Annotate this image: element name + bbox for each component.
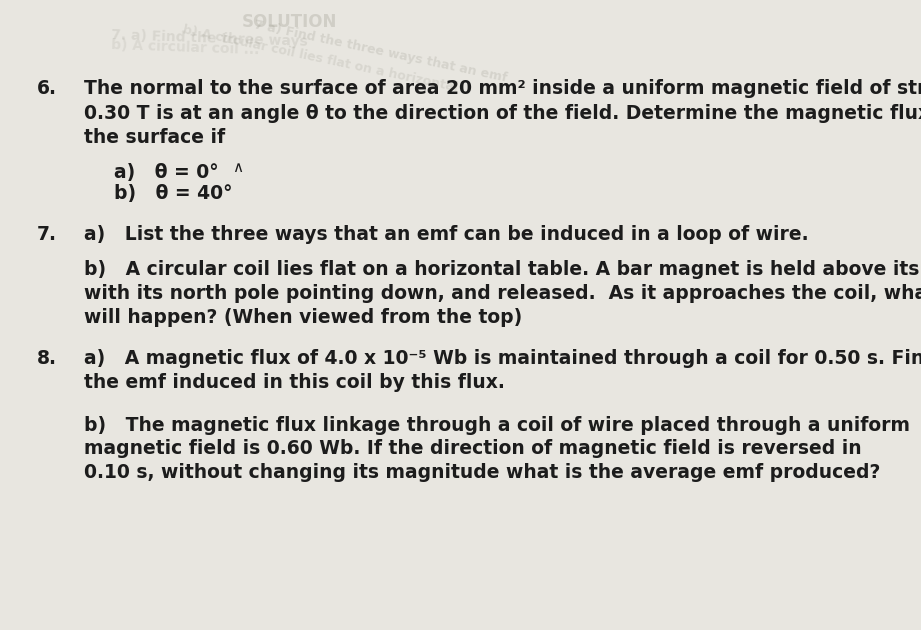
Text: 0.30 T is at an angle θ to the direction of the field. Determine the magnetic fl: 0.30 T is at an angle θ to the direction…	[84, 103, 921, 123]
Text: b) A circular coil lies flat on a horizontal: b) A circular coil lies flat on a horizo…	[182, 23, 460, 94]
Text: will happen? (When viewed from the top): will happen? (When viewed from the top)	[84, 307, 522, 326]
Text: 6.: 6.	[37, 79, 57, 98]
Text: b)   The magnetic flux linkage through a coil of wire placed through a uniform: b) The magnetic flux linkage through a c…	[84, 416, 910, 435]
Text: 7 a) Find the three ways that an emf: 7 a) Find the three ways that an emf	[253, 18, 508, 84]
Text: the emf induced in this coil by this flux.: the emf induced in this coil by this flu…	[84, 373, 505, 392]
Text: b)   θ = 40°: b) θ = 40°	[114, 185, 232, 203]
Text: b) A circular coil ...: b) A circular coil ...	[111, 38, 260, 57]
Text: 7. a) Find the three ways: 7. a) Find the three ways	[111, 28, 308, 49]
Text: ∧: ∧	[232, 159, 243, 175]
Text: b)   A circular coil lies flat on a horizontal table. A bar magnet is held above: b) A circular coil lies flat on a horizo…	[84, 260, 921, 279]
Text: 0.10 s, without changing its magnitude what is the average emf produced?: 0.10 s, without changing its magnitude w…	[84, 463, 880, 482]
Text: a)   A magnetic flux of 4.0 x 10⁻⁵ Wb is maintained through a coil for 0.50 s. F: a) A magnetic flux of 4.0 x 10⁻⁵ Wb is m…	[84, 349, 921, 368]
Text: a)   θ = 0°: a) θ = 0°	[114, 163, 218, 181]
Text: The normal to the surface of area 20 mm² inside a uniform magnetic field of stre: The normal to the surface of area 20 mm²…	[84, 79, 921, 98]
Text: 7.: 7.	[37, 225, 57, 244]
Text: a)   List the three ways that an emf can be induced in a loop of wire.: a) List the three ways that an emf can b…	[84, 225, 809, 244]
Text: SOLUTION: SOLUTION	[241, 13, 337, 32]
Text: 8.: 8.	[37, 349, 57, 368]
Text: with its north pole pointing down, and released.  As it approaches the coil, wha: with its north pole pointing down, and r…	[84, 284, 921, 303]
Text: magnetic field is 0.60 Wb. If the direction of magnetic field is reversed in: magnetic field is 0.60 Wb. If the direct…	[84, 439, 862, 459]
Text: the surface if: the surface if	[84, 129, 226, 147]
